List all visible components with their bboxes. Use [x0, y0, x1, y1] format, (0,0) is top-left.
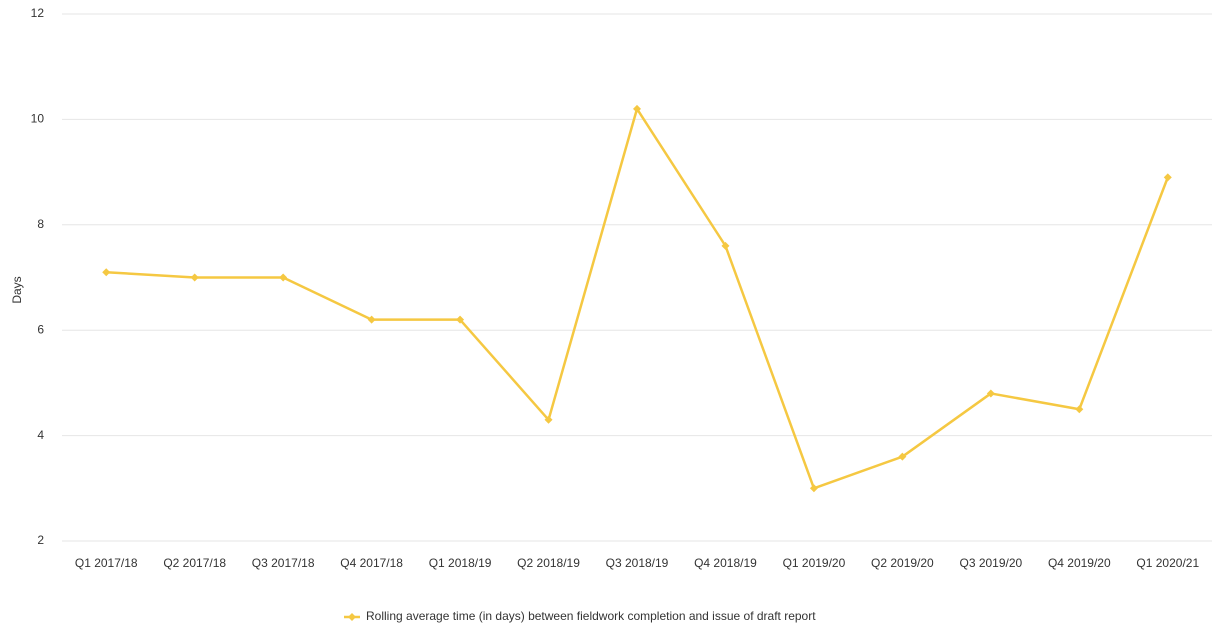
marker [721, 241, 730, 250]
x-tick-label: Q2 2018/19 [517, 556, 580, 570]
x-tick-label: Q2 2017/18 [163, 556, 226, 570]
x-tick-label: Q4 2017/18 [340, 556, 403, 570]
x-tick-label: Q3 2019/20 [959, 556, 1022, 570]
marker [809, 484, 818, 493]
marker [1163, 173, 1172, 182]
marker [898, 452, 907, 461]
y-tick-label: 12 [31, 6, 45, 20]
y-tick-label: 6 [37, 322, 44, 336]
marker [1075, 405, 1084, 414]
marker [986, 389, 995, 398]
x-tick-label: Q2 2019/20 [871, 556, 934, 570]
marker [544, 415, 553, 424]
legend-label: Rolling average time (in days) between f… [366, 609, 816, 623]
marker [456, 315, 465, 324]
x-tick-label: Q1 2018/19 [429, 556, 492, 570]
legend-marker [348, 613, 356, 621]
x-tick-label: Q3 2017/18 [252, 556, 315, 570]
y-tick-label: 8 [37, 217, 44, 231]
x-tick-label: Q4 2018/19 [694, 556, 757, 570]
y-tick-label: 2 [37, 533, 44, 547]
y-tick-label: 10 [31, 112, 45, 126]
x-tick-label: Q1 2017/18 [75, 556, 138, 570]
marker [279, 273, 288, 282]
x-tick-label: Q1 2019/20 [783, 556, 846, 570]
marker [102, 268, 111, 277]
x-tick-label: Q4 2019/20 [1048, 556, 1111, 570]
marker [190, 273, 199, 282]
x-tick-label: Q1 2020/21 [1136, 556, 1199, 570]
line [106, 107, 1169, 490]
x-tick-label: Q3 2018/19 [606, 556, 669, 570]
y-tick-label: 4 [37, 428, 44, 442]
y-axis-label: Days [10, 276, 24, 303]
marker [633, 104, 641, 113]
marker [367, 315, 376, 324]
